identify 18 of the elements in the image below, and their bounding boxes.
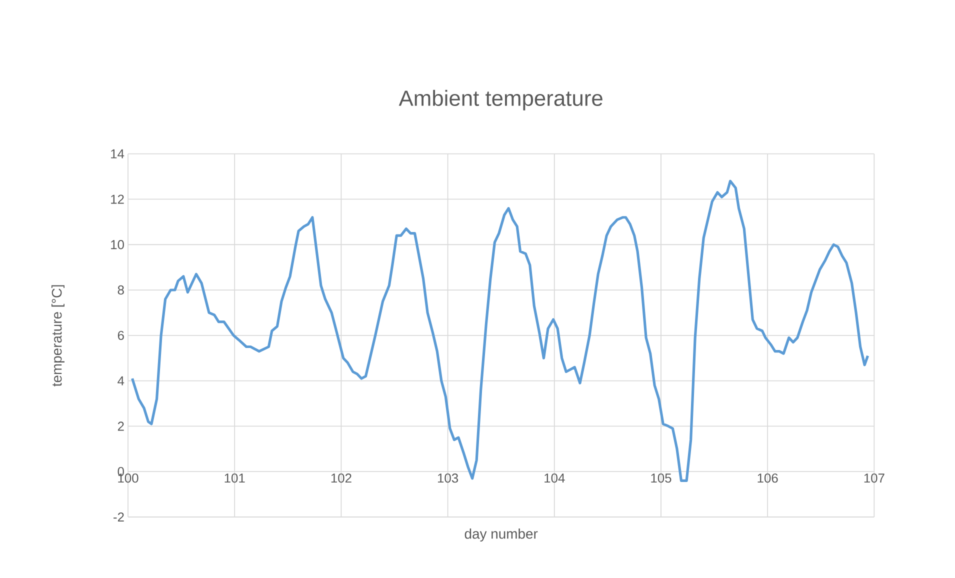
x-tick-label: 102	[331, 474, 352, 483]
x-tick-label: 103	[438, 474, 458, 483]
y-tick-label: 12	[111, 194, 124, 204]
y-tick-label: 6	[118, 330, 124, 340]
y-tick-label: 10	[111, 240, 124, 250]
x-tick-label: 106	[758, 474, 778, 483]
y-tick-label: 14	[111, 149, 124, 158]
y-axis-title: temperature [°C]	[51, 285, 64, 386]
y-tick-label: 2	[118, 422, 124, 431]
x-axis-title: day number	[464, 528, 538, 542]
x-tick-label: 104	[544, 474, 565, 483]
x-tick-label: 105	[651, 474, 672, 483]
y-tick-label: -2	[114, 512, 124, 522]
chart-title: Ambient temperature	[398, 90, 602, 110]
x-tick-label: 101	[224, 474, 245, 483]
x-tick-label: 107	[864, 474, 884, 483]
y-tick-label: 8	[118, 285, 124, 295]
y-tick-label: 4	[118, 376, 124, 386]
